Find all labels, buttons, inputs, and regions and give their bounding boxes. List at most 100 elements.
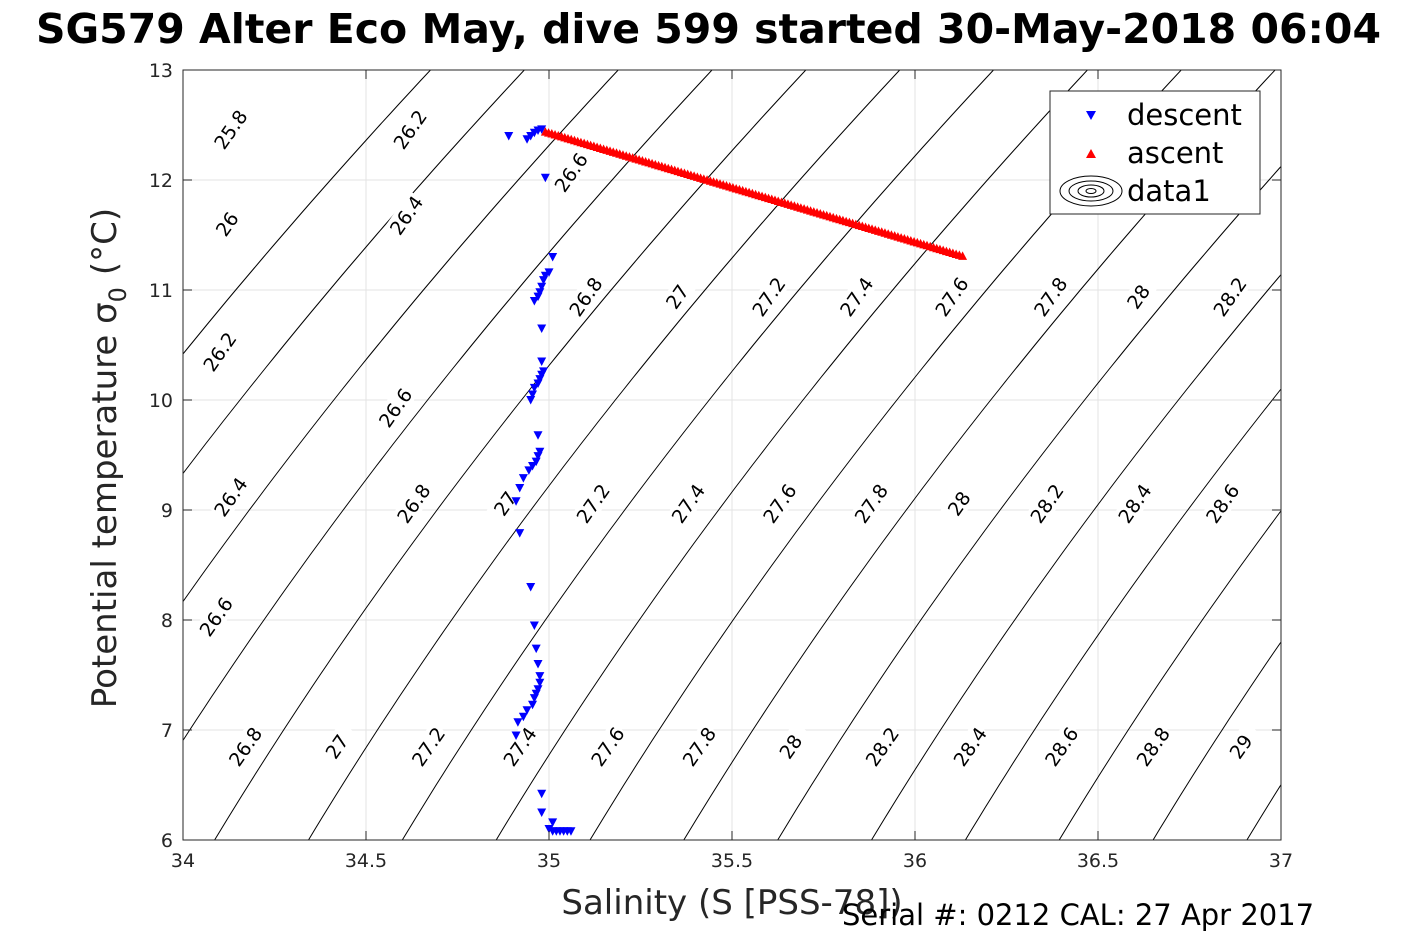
legend-ascent-marker <box>1086 149 1096 158</box>
descent-point <box>548 818 558 827</box>
y-tick-label: 12 <box>149 170 173 192</box>
descent-point <box>518 474 528 483</box>
y-tick-label: 9 <box>161 500 173 522</box>
descent-point <box>528 390 538 399</box>
contour-label-bg <box>1131 722 1175 771</box>
isopycnal-line <box>183 70 432 355</box>
isopycnal-line <box>1058 509 1281 840</box>
contour-label-bg <box>948 722 992 771</box>
descent-point <box>535 678 545 688</box>
isopycnal-line <box>1308 15 1417 895</box>
isopycnal-line <box>183 70 619 603</box>
legend-ascent-label: ascent <box>1127 136 1223 170</box>
contour-label-bg <box>498 722 542 771</box>
contour-label-bg <box>655 272 699 321</box>
descent-point <box>537 808 547 817</box>
legend-data1-label: data1 <box>1127 174 1211 208</box>
y-axis-label-main: Potential temperature σ <box>85 302 125 708</box>
y-tick-label: 6 <box>161 830 173 852</box>
contour-label-bg <box>406 722 450 771</box>
isopycnal-line <box>777 165 1281 840</box>
contour-label-bg <box>1028 272 1073 321</box>
descent-point <box>533 379 543 388</box>
descent-point <box>535 375 545 384</box>
descent-point <box>540 173 550 183</box>
isopycnal-line <box>214 70 807 840</box>
descent-point <box>528 700 538 710</box>
x-tick-label: 36.5 <box>1077 850 1119 872</box>
contour-label-bg <box>1219 722 1263 771</box>
descent-point <box>528 462 538 471</box>
contour-label-bg <box>860 722 904 771</box>
contour-label-bg <box>746 272 791 321</box>
descent-point <box>533 452 543 461</box>
x-axis-label: Salinity (S [PSS-78]) <box>561 883 902 923</box>
contour-label-bg <box>768 722 813 771</box>
contour-label-bg <box>549 147 593 197</box>
contour-label-bg <box>677 722 721 771</box>
contour-label-bg <box>223 722 267 771</box>
descent-point <box>504 132 514 141</box>
y-axis-label-unit: (°C) <box>85 208 125 275</box>
x-tick-label: 34 <box>171 850 195 872</box>
contour-label-bg <box>1025 479 1069 528</box>
contour-label-bg <box>315 722 359 771</box>
legend-descent-marker <box>1086 111 1096 120</box>
descent-point <box>539 276 549 285</box>
descent-point <box>531 644 541 654</box>
contour-label-bg <box>391 479 436 528</box>
descent-point <box>529 621 539 630</box>
descent-point <box>533 292 543 302</box>
isopycnal-line <box>401 70 995 840</box>
contour-label-bg <box>666 479 710 528</box>
descent-point <box>535 288 545 297</box>
descent-point <box>511 497 521 506</box>
isopycnal-line <box>183 70 713 742</box>
descent-point <box>531 689 541 699</box>
descent-point <box>535 672 545 681</box>
chart-title: SG579 Alter Eco May, dive 599 started 30… <box>36 5 1381 53</box>
x-tick-label: 37 <box>1269 850 1293 872</box>
descent-point <box>537 324 547 333</box>
descent-point <box>535 447 545 457</box>
descent-point <box>526 396 536 405</box>
isopycnal-line <box>495 70 1089 840</box>
isopycnal-line <box>964 388 1281 840</box>
legend-data1-marker <box>1059 175 1123 207</box>
y-tick-label: 13 <box>149 60 173 82</box>
descent-point <box>537 125 547 134</box>
contour-label-bg <box>937 479 981 528</box>
contour-label-bg <box>834 272 879 321</box>
contour-label-bg <box>205 199 249 249</box>
contour-label-bg <box>208 472 253 522</box>
isopycnal-line <box>183 70 525 475</box>
descent-point <box>529 297 539 306</box>
contour-label-bg <box>194 592 238 642</box>
serial-calibration-note: Serial #: 0212 CAL: 27 Apr 2017 <box>842 898 1315 932</box>
descent-point <box>529 694 539 703</box>
contour-label-bg <box>1200 479 1245 528</box>
contour-label-bg <box>1112 479 1157 528</box>
y-tick-label: 8 <box>161 610 173 632</box>
y-axis-label-subscript: 0 <box>104 287 132 302</box>
y-tick-label: 10 <box>149 390 173 412</box>
descent-point <box>533 660 543 669</box>
legend: descent ascent data1 <box>1049 90 1261 215</box>
legend-box <box>1049 90 1261 215</box>
descent-point <box>515 529 525 538</box>
descent-point <box>529 383 539 393</box>
contour-label-bg <box>563 272 608 321</box>
x-tick-label: 35.5 <box>711 850 753 872</box>
descent-point <box>537 370 547 380</box>
isopycnal-line <box>870 273 1281 840</box>
descent-point <box>537 357 547 366</box>
contour-label-bg <box>1039 722 1084 771</box>
descent-point <box>544 825 554 834</box>
y-axis-label: Potential temperature σ0 (°C) <box>85 208 132 708</box>
ascent-point <box>958 251 968 260</box>
contour-label-bg <box>388 105 432 154</box>
descent-point <box>518 712 528 722</box>
density-contours <box>183 15 1417 895</box>
contour-label-bg <box>373 383 417 433</box>
